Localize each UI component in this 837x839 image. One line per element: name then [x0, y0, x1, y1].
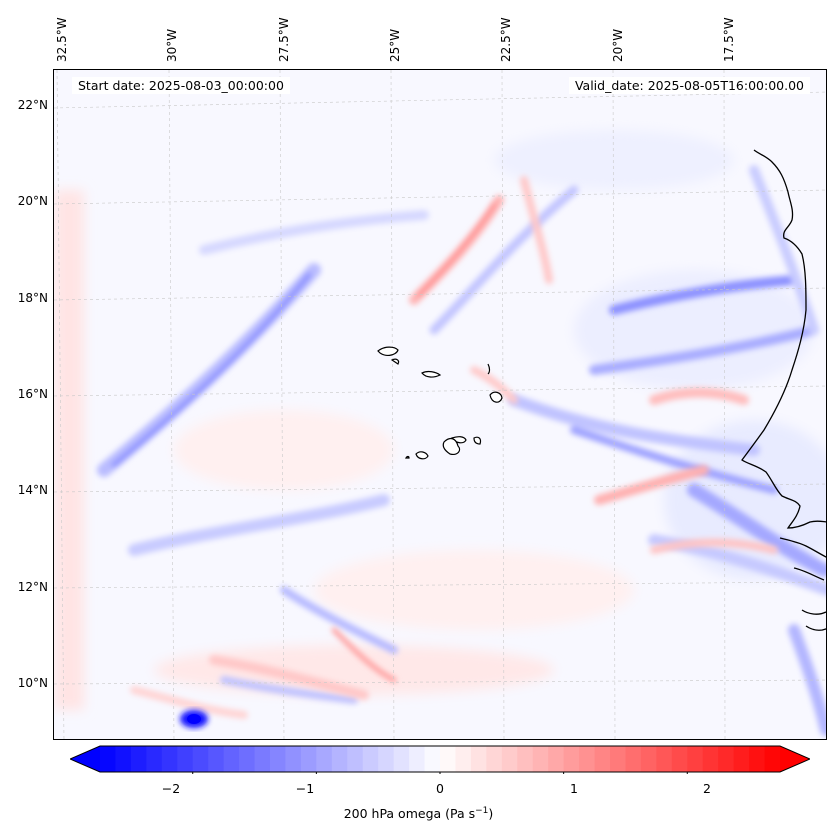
colorbar-segment [687, 746, 704, 772]
colorbar-tick-label: 2 [703, 781, 711, 796]
colorbar-extend-max [780, 746, 810, 772]
lat-label-10n: 10°N [17, 676, 48, 690]
colorbar-segment [223, 746, 240, 772]
colorbar-segment [100, 746, 117, 772]
lat-label-16n: 16°N [17, 387, 48, 401]
colorbar-segment [764, 746, 781, 772]
lat-label-20n: 20°N [17, 194, 48, 208]
colorbar-segment [563, 746, 580, 772]
start-date-label: Start date: 2025-08-03_00:00:00 [72, 77, 290, 94]
colorbar-title-close: ) [488, 806, 494, 822]
colorbar-segment [161, 746, 178, 772]
colorbar-segment [517, 746, 534, 772]
colorbar-segment [378, 746, 395, 772]
lon-label-27-5w: 27.5°W [277, 17, 291, 62]
colorbar-segment [733, 746, 750, 772]
colorbar-segment [362, 746, 379, 772]
colorbar-segment [718, 746, 735, 772]
colorbar-segment [239, 746, 256, 772]
colorbar-segment [702, 746, 719, 772]
colorbar-segment [486, 746, 503, 772]
strong-negative-core [180, 710, 284, 728]
lon-label-17-5w: 17.5°W [722, 17, 736, 62]
lat-label-14n: 14°N [17, 483, 48, 497]
colorbar-segment [409, 746, 426, 772]
colorbar-segment [656, 746, 673, 772]
colorbar-segment [594, 746, 611, 772]
colorbar-tick-label: 0 [436, 781, 444, 796]
colorbar-segment [625, 746, 642, 772]
lon-label-20w: 20°W [611, 28, 625, 62]
colorbar-segment [270, 746, 287, 772]
positive-omega-streaks [130, 176, 778, 719]
colorbar-segment [208, 746, 225, 772]
lon-label-32-5w: 32.5°W [55, 17, 69, 62]
colorbar-extend-min [70, 746, 100, 772]
lat-label-22n: 22°N [17, 98, 48, 112]
colorbar-segment [254, 746, 271, 772]
lon-label-30w: 30°W [165, 28, 179, 62]
africa-coastline [741, 149, 826, 631]
colorbar-segment [424, 746, 441, 772]
lat-label-18n: 18°N [17, 291, 48, 305]
colorbar-segment [130, 746, 147, 772]
graticule [54, 70, 826, 739]
colorbar-segment [532, 746, 549, 772]
colorbar-title-text: 200 hPa omega (Pa s [343, 806, 476, 822]
colorbar-title-exponent: −1 [475, 806, 489, 816]
colorbar-tick-label: −1 [295, 781, 315, 796]
colorbar-segment [749, 746, 766, 772]
colorbar-segment [300, 746, 317, 772]
colorbar-segment [331, 746, 348, 772]
lon-label-25w: 25°W [388, 28, 402, 62]
colorbar-segment [192, 746, 209, 772]
colorbar-segment [640, 746, 657, 772]
colorbar-segment [177, 746, 194, 772]
omega-field-map [54, 70, 826, 739]
colorbar-segment [501, 746, 518, 772]
colorbar [68, 744, 812, 776]
cape-verde-islands [377, 346, 503, 460]
colorbar-tick-label: −2 [161, 781, 181, 796]
colorbar-segment [470, 746, 487, 772]
lon-label-22-5w: 22.5°W [499, 17, 513, 62]
colorbar-segment [579, 746, 596, 772]
colorbar-segment [285, 746, 302, 772]
colorbar-segment [455, 746, 472, 772]
map-panel: Start date: 2025-08-03_00:00:00 Valid_da… [53, 69, 827, 740]
colorbar-segment [671, 746, 688, 772]
colorbar-segment [146, 746, 163, 772]
colorbar-scale [68, 745, 812, 776]
colorbar-title: 200 hPa omega (Pa s−1) [0, 806, 837, 821]
colorbar-segment [548, 746, 565, 772]
colorbar-segment [393, 746, 410, 772]
lat-label-12n: 12°N [17, 580, 48, 594]
colorbar-segment [610, 746, 627, 772]
colorbar-segment [115, 746, 132, 772]
colorbar-tick-label: 1 [570, 781, 578, 796]
colorbar-segment [316, 746, 333, 772]
colorbar-segment [440, 746, 457, 772]
colorbar-segment [347, 746, 364, 772]
valid-date-label: Valid_date: 2025-08-05T16:00:00.00 [568, 77, 810, 94]
